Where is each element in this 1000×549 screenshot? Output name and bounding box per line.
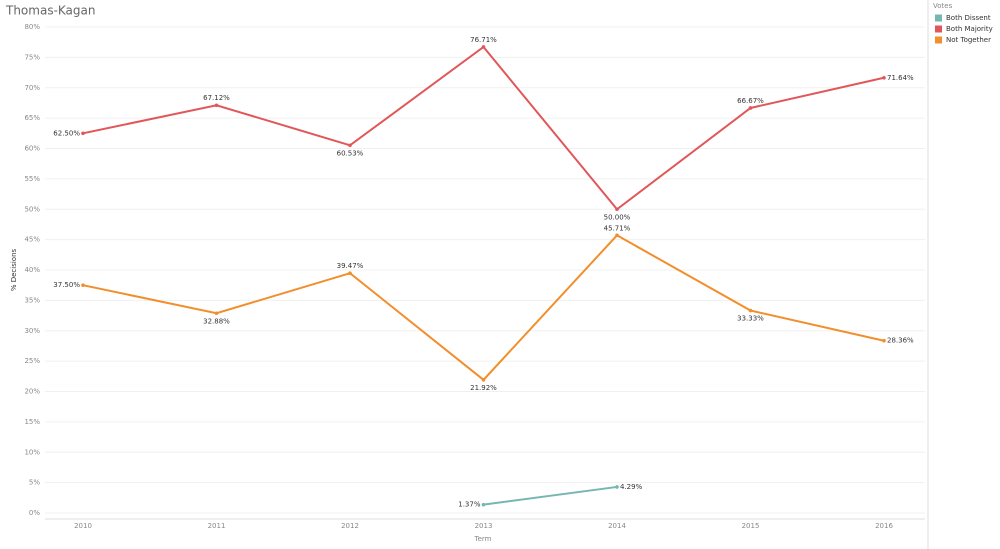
y-tick-label: 15% (24, 418, 40, 426)
y-tick-label: 10% (24, 448, 40, 456)
x-tick-label: 2014 (608, 522, 626, 530)
point (615, 485, 619, 489)
data-label: 39.47% (337, 262, 364, 270)
data-label: 60.53% (337, 149, 364, 157)
y-tick-label: 75% (24, 53, 40, 61)
data-label: 45.71% (604, 224, 631, 232)
legend-swatch (935, 36, 942, 44)
data-label: 66.67% (737, 97, 764, 105)
legend-swatch (935, 14, 942, 22)
x-tick-label: 2015 (742, 522, 760, 530)
point (348, 271, 352, 276)
y-tick-label: 30% (24, 327, 40, 335)
y-axis-title: % Decisions (10, 248, 18, 291)
data-label: 67.12% (203, 94, 230, 102)
data-label: 50.00% (604, 213, 631, 221)
x-tick-label: 2016 (875, 522, 893, 530)
data-label: 21.92% (470, 384, 497, 392)
y-tick-label: 0% (29, 509, 40, 517)
x-tick-label: 2012 (341, 522, 359, 530)
point (615, 233, 619, 238)
x-tick-label: 2011 (208, 522, 226, 530)
legend-swatch (935, 25, 942, 33)
series-line (82, 45, 885, 211)
chart-title: Thomas-Kagan (5, 4, 96, 18)
point (882, 75, 886, 80)
x-tick-label: 2013 (475, 522, 493, 530)
legend-label: Both Dissent (946, 14, 991, 22)
data-label: 76.71% (470, 36, 497, 44)
point (882, 338, 886, 343)
data-label: 71.64% (887, 74, 914, 82)
y-tick-label: 25% (24, 357, 40, 365)
x-tick-label: 2010 (74, 522, 92, 530)
y-tick-label: 70% (24, 84, 40, 92)
point (748, 106, 753, 110)
point (481, 45, 486, 49)
y-tick-label: 80% (24, 23, 40, 31)
x-axis-title: Term (474, 535, 492, 543)
y-tick-label: 45% (24, 236, 40, 244)
point (81, 131, 85, 136)
point (481, 502, 486, 507)
y-tick-label: 65% (24, 114, 40, 122)
y-tick-label: 60% (24, 145, 40, 153)
legend-title: Votes (933, 2, 953, 10)
point (348, 143, 352, 148)
point (214, 311, 219, 316)
y-tick-label: 35% (24, 296, 40, 304)
y-tick-label: 5% (29, 479, 40, 487)
y-tick-label: 20% (24, 388, 40, 396)
point (214, 103, 219, 108)
data-label: 32.88% (203, 317, 230, 325)
data-label: 1.37% (458, 501, 481, 509)
series-line (82, 234, 885, 382)
data-label: 28.36% (887, 337, 914, 345)
data-label: 33.33% (737, 315, 764, 323)
legend-label: Not Together (946, 36, 991, 44)
point (748, 308, 753, 313)
y-tick-label: 55% (24, 175, 40, 183)
y-tick-label: 50% (24, 205, 40, 213)
point (615, 207, 619, 212)
point (481, 378, 486, 382)
data-label: 37.50% (53, 281, 80, 289)
data-label: 62.50% (53, 129, 80, 137)
point (81, 283, 85, 287)
legend-label: Both Majority (946, 25, 993, 33)
y-tick-label: 40% (24, 266, 40, 274)
data-label: 4.29% (620, 483, 643, 491)
series-line (483, 485, 618, 506)
